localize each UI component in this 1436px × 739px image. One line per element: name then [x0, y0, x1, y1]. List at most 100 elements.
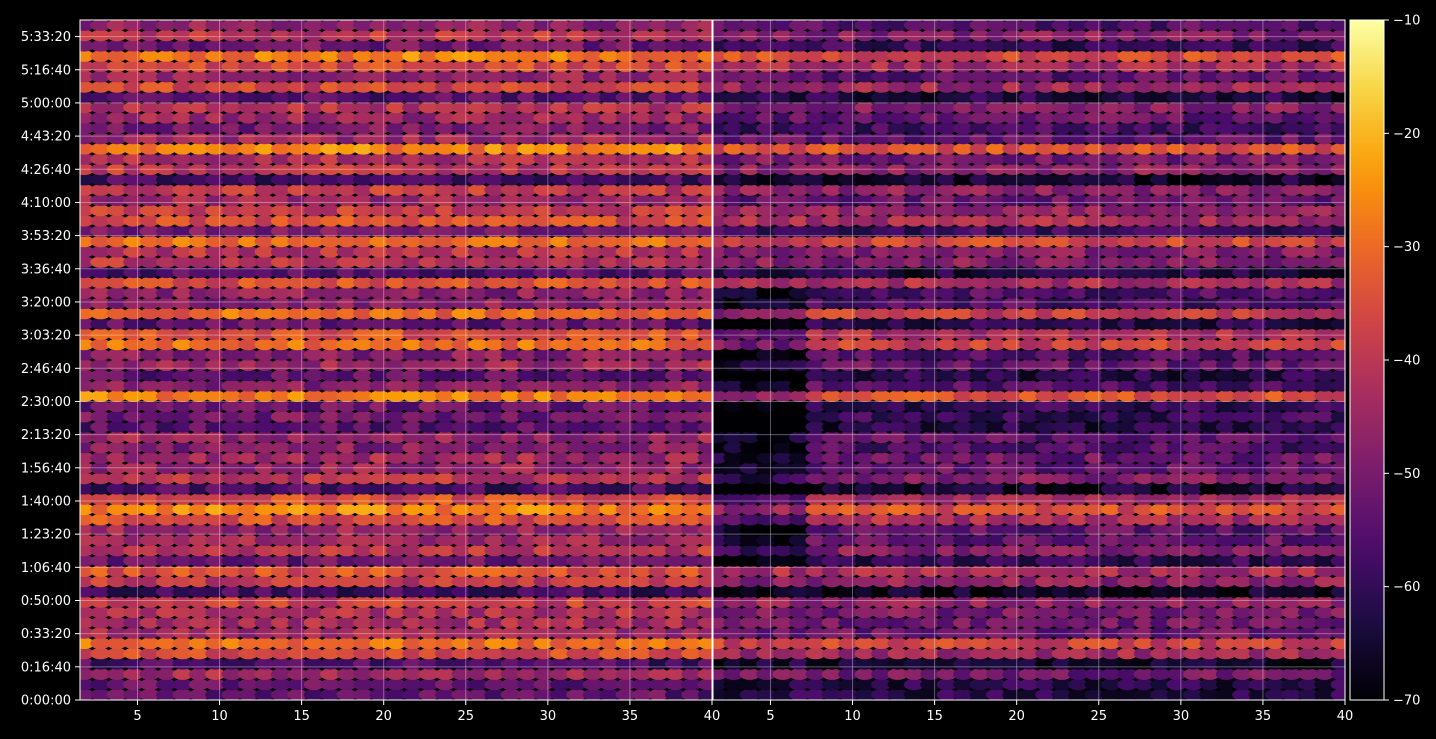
heatmap-cell — [615, 60, 636, 73]
heatmap-cell — [1084, 287, 1105, 299]
heatmap-cell — [320, 215, 341, 227]
heatmap-cell — [221, 194, 242, 206]
heatmap-cell — [467, 277, 489, 289]
heatmap-cell — [156, 101, 177, 114]
heatmap-cell — [123, 555, 144, 567]
heatmap-cell — [287, 328, 308, 340]
heatmap-cell — [1150, 689, 1171, 700]
heatmap-cell — [1199, 81, 1220, 93]
heatmap-cell — [1100, 472, 1122, 485]
heatmap-cell — [615, 586, 636, 598]
heatmap-cell — [1232, 411, 1253, 423]
heatmap-cell — [1035, 565, 1056, 577]
heatmap-cell — [1281, 596, 1302, 608]
heatmap-cell — [1166, 204, 1187, 217]
heatmap-cell — [287, 91, 308, 104]
heatmap-cell — [854, 441, 875, 454]
heatmap-cell — [723, 380, 744, 392]
heatmap-cell — [887, 122, 908, 134]
heatmap-cell — [566, 204, 587, 217]
heatmap-cell — [156, 266, 177, 279]
heatmap-cell — [402, 40, 423, 52]
heatmap-cell — [1314, 235, 1335, 248]
heatmap-cell — [854, 359, 875, 371]
heatmap-cell — [1183, 668, 1204, 680]
heatmap-cell — [1133, 81, 1155, 93]
heatmap-cell — [517, 431, 538, 443]
heatmap-cell — [664, 50, 686, 62]
heatmap-cell — [1100, 369, 1122, 382]
heatmap-cell — [871, 565, 892, 577]
heatmap-cell — [1297, 431, 1319, 443]
heatmap-cell — [582, 627, 604, 639]
heatmap-cell — [320, 472, 341, 485]
heatmap-cell — [451, 472, 472, 485]
heatmap-cell — [517, 112, 538, 124]
heatmap-cell — [156, 441, 177, 454]
heatmap-cell — [1100, 204, 1122, 217]
heatmap-cell — [821, 390, 843, 402]
heatmap-cell — [369, 71, 390, 83]
heatmap-cell — [599, 380, 620, 392]
heatmap-cell — [336, 91, 357, 104]
heatmap-cell — [369, 586, 390, 598]
heatmap-cell — [451, 215, 472, 227]
heatmap-cell — [1100, 689, 1122, 700]
heatmap-cell — [1068, 503, 1089, 516]
heatmap-cell — [385, 101, 407, 114]
heatmap-cell — [303, 514, 325, 526]
heatmap-cell — [451, 606, 472, 619]
heatmap-cell — [772, 287, 793, 299]
heatmap-cell — [1265, 390, 1286, 402]
heatmap-cell — [871, 678, 892, 691]
heatmap-cell — [270, 204, 292, 217]
heatmap-cell — [500, 689, 522, 700]
heatmap-cell — [1314, 575, 1335, 588]
heatmap-cell — [205, 338, 226, 351]
heatmap-cell — [1166, 132, 1187, 145]
heatmap-cell — [550, 369, 571, 382]
heatmap-cell — [550, 380, 571, 392]
heatmap-cell — [953, 287, 974, 299]
heatmap-cell — [90, 668, 111, 680]
heatmap-cell — [1199, 411, 1220, 423]
heatmap-cell — [772, 328, 793, 340]
heatmap-cell — [353, 668, 374, 680]
heatmap-cell — [1330, 596, 1345, 608]
panel-right — [713, 20, 1345, 700]
heatmap-cell — [1002, 287, 1023, 299]
heatmap-cell — [821, 246, 843, 258]
heatmap-cell — [805, 472, 826, 485]
heatmap-cell — [320, 297, 341, 309]
heatmap-cell — [90, 606, 111, 619]
heatmap-cell — [599, 307, 620, 320]
heatmap-cell — [599, 493, 620, 505]
heatmap-cell — [1183, 441, 1204, 454]
heatmap-cell — [451, 60, 472, 73]
heatmap-cell — [418, 29, 439, 42]
heatmap-cell — [1166, 101, 1187, 114]
heatmap-cell — [172, 678, 193, 691]
heatmap-cell — [254, 380, 275, 392]
heatmap-cell — [582, 431, 604, 443]
heatmap-cell — [254, 678, 275, 691]
heatmap-cell — [1133, 122, 1155, 134]
heatmap-cell — [566, 380, 587, 392]
heatmap-cell — [969, 246, 990, 258]
heatmap-cell — [1068, 411, 1089, 423]
heatmap-cell — [1199, 431, 1220, 443]
heatmap-cell — [1215, 493, 1237, 505]
heatmap-cell — [1330, 452, 1345, 464]
heatmap-cell — [615, 369, 636, 382]
heatmap-cell — [838, 328, 859, 340]
heatmap-cell — [953, 503, 974, 516]
heatmap-cell — [1330, 277, 1345, 289]
heatmap-cell — [1150, 71, 1171, 83]
heatmap-cell — [1150, 647, 1171, 660]
heatmap-cell — [270, 235, 292, 248]
heatmap-cell — [205, 421, 226, 433]
heatmap-cell — [566, 534, 587, 546]
heatmap-cell — [871, 122, 892, 134]
heatmap-cell — [599, 534, 620, 546]
heatmap-cell — [123, 91, 144, 104]
